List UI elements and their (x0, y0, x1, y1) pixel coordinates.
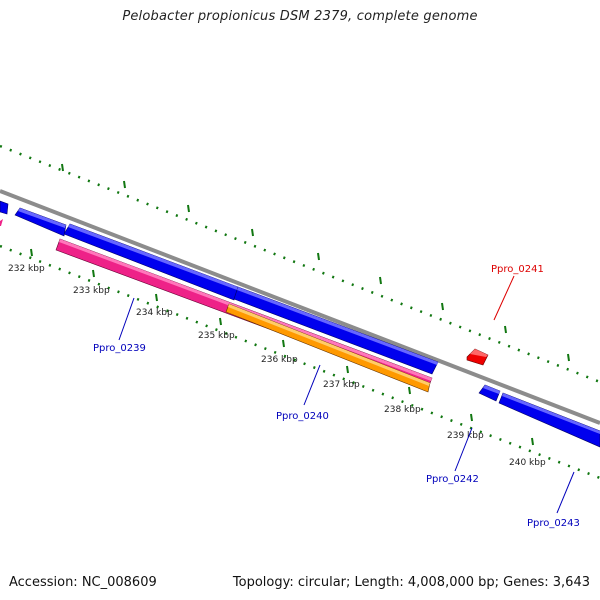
gene-label-ppro0241[interactable]: Ppro_0241 (491, 264, 544, 275)
pink-feature-stub (0, 219, 3, 226)
kbp-label-240: 240 kbp (509, 458, 546, 468)
blue-gene-arrow-1[interactable] (14, 207, 67, 237)
kbp-label-236: 236 kbp (261, 355, 298, 365)
inner-ruler-major-ticks (30, 248, 534, 446)
outer-dotted-ruler (0, 144, 600, 384)
kbp-label-235: 235 kbp (198, 331, 235, 341)
orange-feature-bar[interactable] (225, 303, 431, 393)
gene-label-ppro0242[interactable]: Ppro_0242 (426, 474, 479, 485)
genome-summary: Topology: circular; Length: 4,008,000 bp… (232, 575, 590, 590)
kbp-label-234: 234 kbp (136, 308, 173, 318)
kbp-label-233: 233 kbp (73, 286, 110, 296)
blue-gene-arrow-offscreen[interactable] (0, 200, 9, 215)
gene-label-ppro0243[interactable]: Ppro_0243 (527, 518, 580, 529)
kbp-label-237: 237 kbp (323, 380, 360, 390)
accession-label: Accession: NC_008609 (9, 575, 157, 590)
kbp-label-238: 238 kbp (384, 405, 421, 415)
inner-dotted-ruler (0, 244, 600, 480)
kbp-label-232: 232 kbp (8, 264, 45, 274)
outer-ruler-major-ticks (61, 163, 570, 362)
genome-title: Pelobacter propionicus DSM 2379, complet… (122, 9, 478, 24)
gene-label-leaders (118, 275, 575, 514)
gene-label-ppro0240[interactable]: Ppro_0240 (276, 411, 329, 422)
blue-gene-arrow-ppro0243[interactable] (498, 392, 600, 448)
kbp-labels: 232 kbp 233 kbp 234 kbp 235 kbp 236 kbp … (8, 264, 546, 468)
kbp-label-239: 239 kbp (447, 431, 484, 441)
genome-backbone (0, 189, 600, 425)
gene-label-ppro0239[interactable]: Ppro_0239 (93, 343, 146, 354)
blue-gene-arrow-3[interactable] (233, 286, 439, 375)
blue-gene-arrow-ppro0242[interactable] (478, 384, 501, 402)
gene-labels: Ppro_0239 Ppro_0240 Ppro_0241 Ppro_0242 … (93, 264, 580, 529)
red-gene-arrow-ppro0241[interactable] (466, 348, 489, 366)
